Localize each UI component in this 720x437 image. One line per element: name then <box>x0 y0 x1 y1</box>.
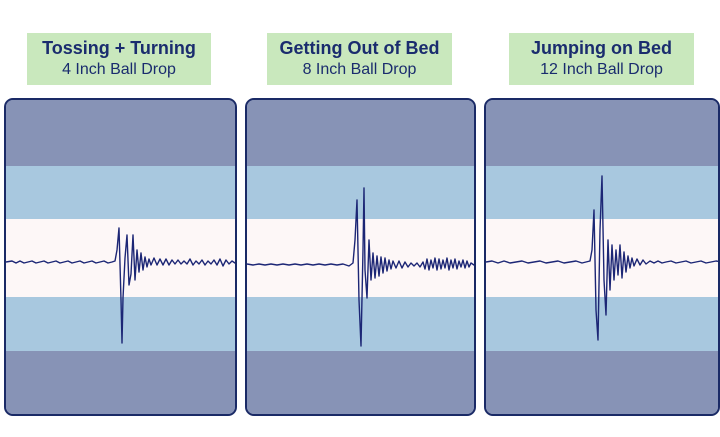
label-getting-out-of-bed: Getting Out of Bed 8 Inch Ball Drop <box>267 33 452 85</box>
label-jumping-on-bed: Jumping on Bed 12 Inch Ball Drop <box>509 33 694 85</box>
label-subtitle: 8 Inch Ball Drop <box>302 61 417 78</box>
label-title: Tossing + Turning <box>42 38 196 58</box>
waveform-line <box>486 175 718 341</box>
waveform-tossing-turning <box>6 227 235 344</box>
waveform-line <box>247 187 474 347</box>
label-title: Jumping on Bed <box>531 38 672 58</box>
panel-jumping-on-bed <box>484 98 720 416</box>
label-subtitle: 12 Inch Ball Drop <box>540 61 663 78</box>
waveform-getting-out-of-bed <box>247 187 474 347</box>
band-top <box>247 100 474 167</box>
waveform-jumping-on-bed <box>486 175 718 341</box>
band-bottom <box>486 351 718 414</box>
label-tossing-turning: Tossing + Turning 4 Inch Ball Drop <box>27 33 211 85</box>
band-bottom <box>247 351 474 414</box>
panel-tossing-turning <box>4 98 237 416</box>
band-center <box>486 219 718 298</box>
label-subtitle: 4 Inch Ball Drop <box>62 61 176 78</box>
waveform-line <box>6 227 235 344</box>
panel-getting-out-of-bed <box>245 98 476 416</box>
label-title: Getting Out of Bed <box>279 38 440 58</box>
band-upper-middle <box>6 166 235 220</box>
band-bottom <box>6 351 235 414</box>
band-top <box>486 100 718 167</box>
